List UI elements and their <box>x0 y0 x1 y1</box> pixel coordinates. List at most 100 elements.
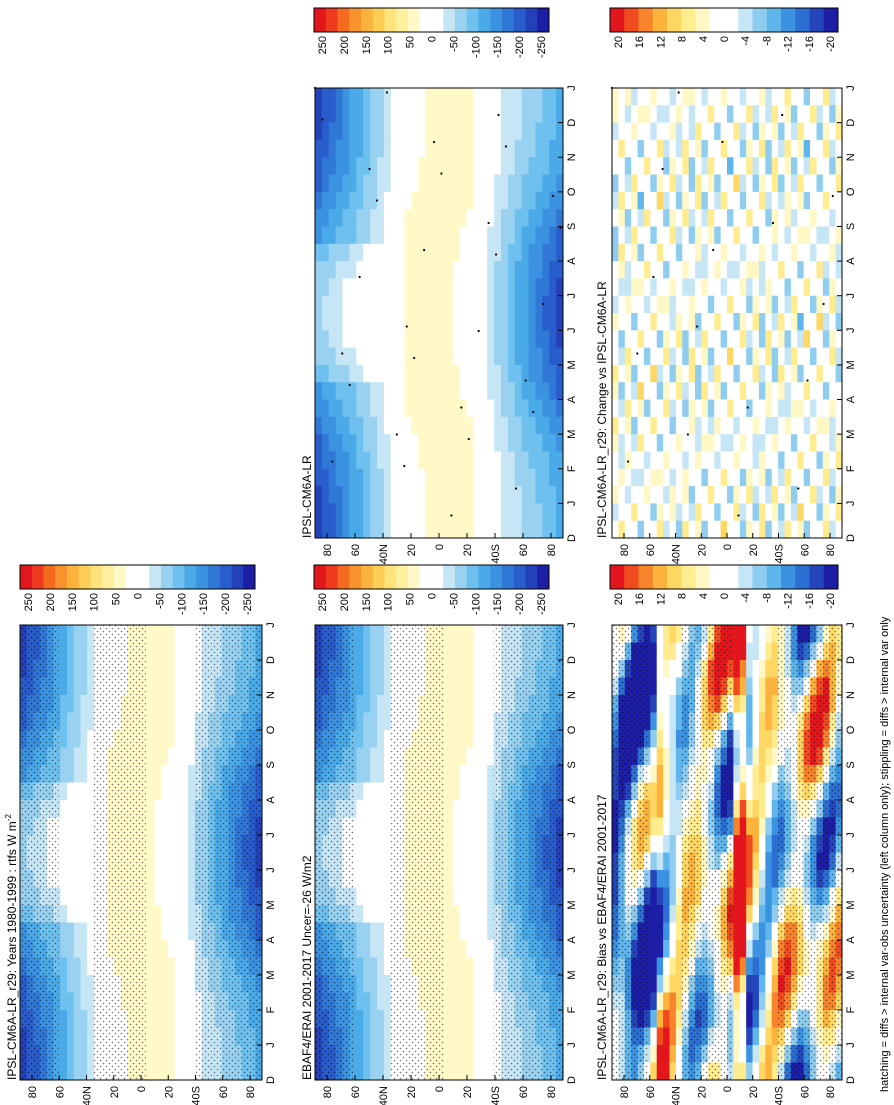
heatmap-cell <box>650 451 658 470</box>
heatmap-cell <box>739 800 747 818</box>
heatmap-cell <box>445 625 454 643</box>
heatmap-cell <box>473 330 481 349</box>
heatmap-cell <box>637 382 645 400</box>
heatmap-cell <box>397 364 405 383</box>
heatmap-cell <box>752 174 760 193</box>
heatmap-cell <box>397 122 405 141</box>
heatmap-cell <box>507 243 516 262</box>
heatmap-cell <box>181 800 189 818</box>
heatmap-cell <box>618 347 626 366</box>
heatmap-cell <box>473 174 481 193</box>
heatmap-cell <box>452 1027 461 1046</box>
colorbar-swatch <box>610 8 625 32</box>
heatmap-cell <box>328 139 337 158</box>
heatmap-cell <box>167 1062 176 1081</box>
heatmap-cell <box>188 677 196 696</box>
heatmap-cell <box>473 642 481 661</box>
heatmap-cell <box>733 243 741 262</box>
heatmap-cell <box>810 122 817 141</box>
heatmap-cell <box>60 800 68 818</box>
colorbar-tick-label: 12 <box>655 36 667 48</box>
heatmap-cell <box>656 940 664 958</box>
heatmap-cell <box>397 174 405 193</box>
heatmap-cell <box>663 712 670 731</box>
heatmap-cell <box>87 922 95 941</box>
heatmap-cell <box>663 800 670 818</box>
heatmap-cell <box>181 747 189 766</box>
heatmap-cell <box>507 468 516 487</box>
heatmap-cell <box>404 174 412 193</box>
heatmap-cell <box>656 677 664 696</box>
heatmap-cell <box>771 870 779 888</box>
heatmap-cell <box>612 105 619 124</box>
heatmap-cell <box>480 347 488 366</box>
heatmap-cell <box>797 399 805 418</box>
heatmap-cell <box>445 642 454 661</box>
heatmap-cell <box>390 486 399 504</box>
heatmap-cell <box>383 1027 392 1046</box>
heatmap-cell <box>771 209 779 227</box>
heatmap-cell <box>60 922 68 941</box>
heatmap-cell <box>549 364 557 383</box>
heatmap-cell <box>556 226 564 245</box>
heatmap-cell <box>739 765 747 783</box>
heatmap-cell <box>480 625 488 643</box>
heatmap-cell <box>411 313 419 331</box>
heatmap-cell <box>445 660 454 678</box>
heatmap-cell <box>758 174 766 193</box>
heatmap-cell <box>377 486 385 504</box>
heatmap-cell <box>797 278 805 297</box>
heatmap-cell <box>425 468 433 487</box>
heatmap-cell <box>335 451 343 470</box>
colorbar-swatch <box>681 8 696 32</box>
heatmap-cell <box>816 243 824 262</box>
heatmap-cell <box>752 451 760 470</box>
heatmap-cell <box>411 209 419 227</box>
heatmap-cell <box>714 451 722 470</box>
heatmap-cell <box>73 957 81 976</box>
heatmap-cell <box>363 486 371 504</box>
heatmap-cell <box>835 364 843 383</box>
heatmap-cell <box>356 940 364 958</box>
heatmap-cell <box>612 382 619 400</box>
heatmap-cell <box>549 88 557 106</box>
heatmap-cell <box>733 905 741 923</box>
colorbar-swatch <box>513 8 526 32</box>
heatmap-cell <box>432 261 440 279</box>
heatmap-cell <box>758 940 766 958</box>
heatmap-cell <box>771 451 779 470</box>
heatmap-cell <box>432 364 440 383</box>
heatmap-cell <box>67 1027 75 1046</box>
heatmap-cell <box>682 122 690 141</box>
colorbar-swatch <box>184 565 197 589</box>
heatmap-cell <box>829 364 837 383</box>
heatmap-cell <box>695 451 702 470</box>
heatmap-cell <box>67 817 75 836</box>
colorbar-tick-label: 50 <box>405 593 417 605</box>
heatmap-cell <box>87 1010 95 1028</box>
heatmap-cell <box>771 905 779 923</box>
colorbar-swatch <box>125 565 138 589</box>
heatmap-cell <box>383 730 392 748</box>
heatmap-cell <box>669 434 677 452</box>
heatmap-cell <box>612 347 619 366</box>
colorbar-tick-label: -12 <box>783 36 795 52</box>
heatmap-cell <box>656 1045 664 1063</box>
heatmap-cell <box>321 278 330 297</box>
heatmap-cell <box>445 1045 454 1063</box>
heatmap-cell <box>669 105 677 124</box>
heatmap-cell <box>87 747 95 766</box>
heatmap-cell <box>758 243 766 262</box>
heatmap-cell <box>390 382 399 400</box>
heatmap-cell <box>746 730 753 748</box>
heatmap-cell <box>650 870 658 888</box>
heatmap-cell <box>618 503 626 522</box>
heatmap-cell <box>181 905 189 923</box>
heatmap-cell <box>688 295 696 314</box>
heatmap-cell <box>752 243 760 262</box>
heatmap-cell <box>377 139 385 158</box>
heatmap-cell <box>656 416 664 435</box>
heatmap-cell <box>487 139 495 158</box>
heatmap-cell <box>363 992 371 1011</box>
heatmap-cell <box>80 782 88 801</box>
